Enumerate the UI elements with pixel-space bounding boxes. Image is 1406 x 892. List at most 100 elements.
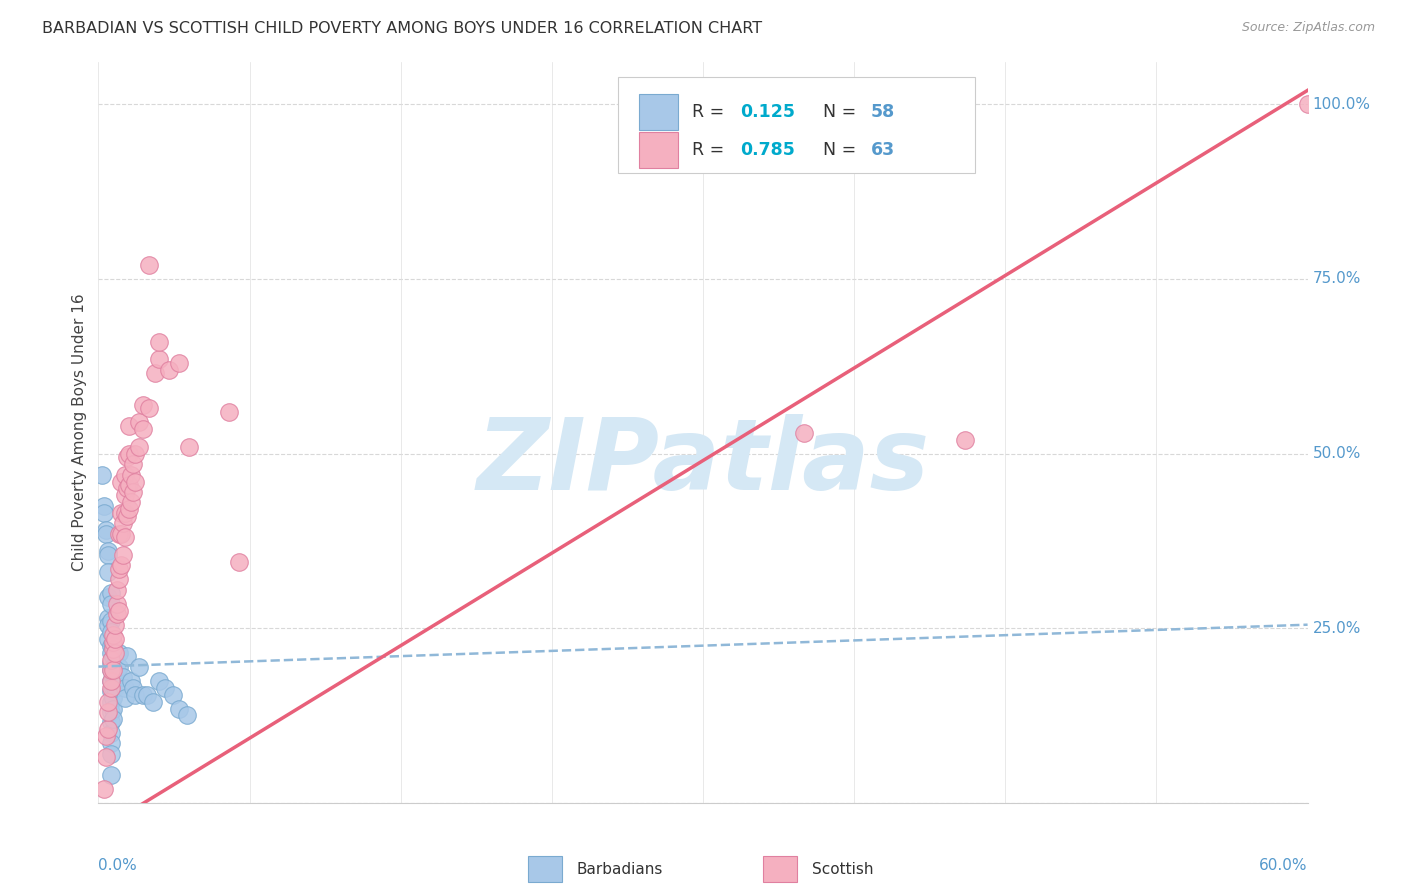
Point	[121, 457, 143, 471]
Point	[110, 558, 132, 573]
Point	[114, 506, 136, 520]
Point	[118, 418, 141, 433]
Point	[128, 415, 150, 429]
Point	[111, 548, 134, 562]
Point	[101, 663, 124, 677]
Point	[118, 478, 141, 492]
Point	[105, 582, 128, 597]
Point	[111, 516, 134, 531]
Point	[101, 635, 124, 649]
Text: N =: N =	[823, 141, 862, 160]
Point	[120, 495, 142, 509]
Point	[114, 681, 136, 695]
Point	[103, 673, 125, 688]
Point	[142, 694, 165, 708]
FancyBboxPatch shape	[619, 78, 976, 173]
FancyBboxPatch shape	[527, 856, 561, 882]
Point	[100, 586, 122, 600]
Point	[107, 562, 129, 576]
Point	[100, 656, 122, 670]
Point	[105, 607, 128, 622]
Text: 60.0%: 60.0%	[1260, 858, 1308, 873]
Point	[100, 684, 122, 698]
Point	[105, 663, 128, 677]
FancyBboxPatch shape	[763, 856, 797, 882]
Text: BARBADIAN VS SCOTTISH CHILD POVERTY AMONG BOYS UNDER 16 CORRELATION CHART: BARBADIAN VS SCOTTISH CHILD POVERTY AMON…	[42, 21, 762, 36]
Point	[100, 681, 122, 695]
Point	[96, 750, 118, 764]
Point	[101, 639, 124, 653]
Point	[91, 467, 114, 482]
Point	[97, 694, 120, 708]
Point	[105, 597, 128, 611]
Point	[118, 502, 141, 516]
Point	[101, 642, 124, 657]
Point	[97, 617, 120, 632]
Point	[115, 450, 138, 464]
Point	[176, 708, 198, 723]
Point	[96, 527, 118, 541]
Point	[120, 673, 142, 688]
Text: 0.0%: 0.0%	[98, 858, 138, 873]
Point	[100, 663, 122, 677]
Text: 25.0%: 25.0%	[1312, 621, 1361, 636]
Text: Barbadians: Barbadians	[576, 862, 662, 877]
Point	[100, 768, 122, 782]
Point	[121, 681, 143, 695]
Point	[110, 506, 132, 520]
Point	[148, 352, 170, 367]
Text: 58: 58	[872, 103, 896, 121]
Point	[97, 723, 120, 737]
Point	[103, 646, 125, 660]
Point	[101, 712, 124, 726]
Point	[148, 673, 170, 688]
Text: Scottish: Scottish	[811, 862, 873, 877]
Point	[101, 628, 124, 642]
Point	[96, 730, 118, 744]
Point	[162, 688, 184, 702]
Point	[97, 566, 120, 580]
Point	[100, 715, 122, 730]
Point	[100, 597, 122, 611]
Point	[114, 467, 136, 482]
FancyBboxPatch shape	[638, 133, 678, 168]
Point	[100, 646, 122, 660]
Point	[107, 646, 129, 660]
Point	[100, 673, 122, 688]
Point	[110, 527, 132, 541]
Point	[93, 781, 115, 796]
Point	[167, 701, 190, 715]
Point	[103, 681, 125, 695]
Point	[101, 691, 124, 706]
Point	[114, 488, 136, 502]
Text: R =: R =	[692, 103, 730, 121]
Point	[132, 398, 155, 412]
Point	[97, 590, 120, 604]
Point	[121, 485, 143, 500]
Point	[103, 632, 125, 646]
Point	[101, 659, 124, 673]
Point	[115, 509, 138, 524]
Point	[93, 506, 115, 520]
Point	[110, 475, 132, 489]
Point	[167, 356, 190, 370]
Point	[100, 639, 122, 653]
Point	[103, 617, 125, 632]
Point	[228, 555, 250, 569]
Point	[107, 527, 129, 541]
Point	[138, 401, 160, 416]
Point	[128, 440, 150, 454]
Point	[100, 726, 122, 740]
Point	[177, 440, 201, 454]
Point	[100, 747, 122, 761]
Text: 63: 63	[872, 141, 896, 160]
Text: 0.785: 0.785	[741, 141, 796, 160]
Point	[107, 572, 129, 586]
Point	[97, 632, 120, 646]
Point	[100, 624, 122, 639]
Point	[1296, 97, 1319, 112]
Point	[100, 705, 122, 719]
Text: 0.125: 0.125	[741, 103, 796, 121]
FancyBboxPatch shape	[638, 95, 678, 130]
Text: ZIPatlas: ZIPatlas	[477, 414, 929, 511]
